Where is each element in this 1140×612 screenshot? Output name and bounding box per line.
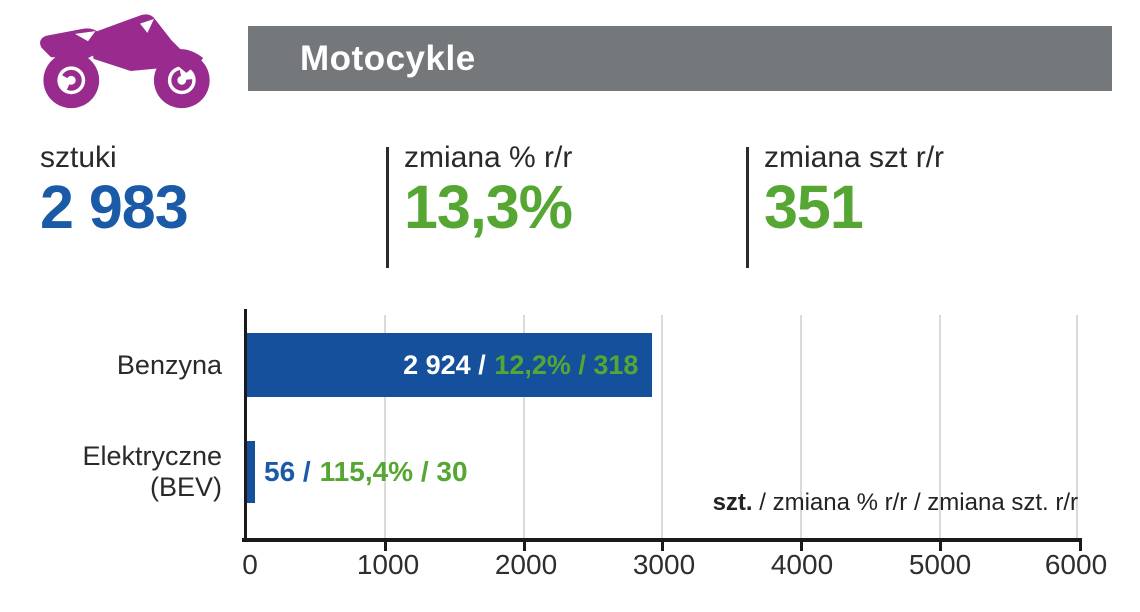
gridline-6000 [1076,315,1078,538]
stat-change-units-label: zmiana szt r/r [764,141,945,174]
section-title-bar: Motocykle [248,26,1112,91]
page-title: Motocykle [300,38,476,78]
stat-total-units-label: sztuki [40,141,117,174]
bar-elektryczne [247,441,255,503]
motorcycle-icon [32,6,222,110]
x-tick-label-6000: 6000 [1044,549,1108,580]
x-tick-label-0: 0 [242,549,258,580]
chart-legend-note: szt. / zmiana % r/r / zmiana szt. r/r [713,489,1078,517]
stat-change-units: zmiana szt r/r 351 [764,141,944,241]
x-axis-tick [661,542,664,551]
x-axis-tick [384,542,387,551]
gridline-5000 [939,315,941,538]
x-tick-label-5000: 5000 [908,549,972,580]
bar-chart-plot-area: 2 924 / 12,2% / 318 56 / 115,4% / 30 [242,309,1082,551]
gridline-4000 [800,315,802,538]
chart-legend-note-bold: szt. [712,489,753,516]
stat-change-units-value: 351 [764,173,864,241]
gridline-1000 [384,315,386,538]
bar-benzyna-label: 2 924 / 12,2% / 318 [403,350,638,381]
x-axis-tick [800,542,803,551]
bar-benzyna-change: 12,2% / 318 [494,349,639,380]
x-axis-tick [523,542,526,551]
gridline-2000 [523,315,525,538]
bar-elektryczne-value: 56 / [264,456,311,487]
stat-divider [386,147,389,268]
stat-total-units-value: 2 983 [40,173,189,241]
x-tick-label-1000: 1000 [356,549,420,580]
y-axis-line [244,309,247,541]
bar-elektryczne-label: 56 / 115,4% / 30 [264,441,468,503]
x-tick-label-3000: 3000 [632,549,696,580]
category-label-elektryczne: Elektryczne (BEV) [82,441,222,502]
category-label-benzyna: Benzyna [116,350,222,380]
x-axis-tick [1079,542,1082,551]
bar-benzyna: 2 924 / 12,2% / 318 [247,333,653,397]
bar-benzyna-value: 2 924 / [403,349,486,380]
x-tick-label-2000: 2000 [494,549,558,580]
gridline-3000 [661,315,663,538]
x-tick-label-4000: 4000 [770,549,834,580]
x-axis-tick [939,542,942,551]
stat-total-units: sztuki 2 983 [40,141,189,241]
stat-change-percent-label: zmiana % r/r [404,141,573,174]
bar-elektryczne-change: 115,4% / 30 [319,456,468,487]
stat-change-percent-value: 13,3% [404,173,573,241]
chart-legend-note-rest: / zmiana % r/r / zmiana szt. r/r [752,489,1078,516]
x-axis-line [242,538,1082,542]
stat-change-percent: zmiana % r/r 13,3% [404,141,573,241]
stat-divider [746,147,749,268]
